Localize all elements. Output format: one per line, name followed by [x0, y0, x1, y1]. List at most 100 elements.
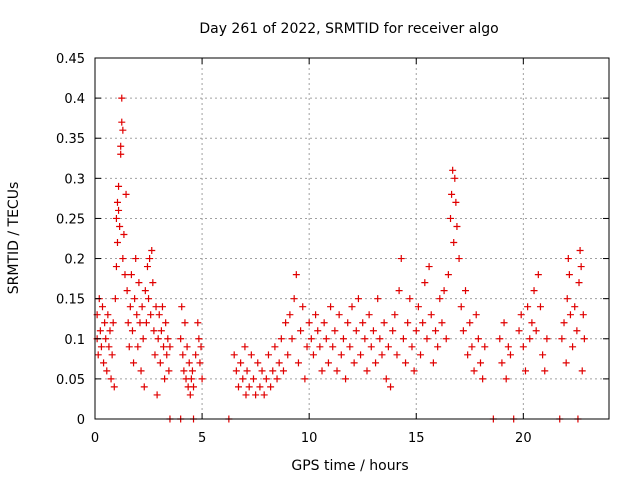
data-point: [245, 383, 253, 391]
data-point: [307, 335, 315, 343]
data-point: [165, 367, 173, 375]
data-point: [333, 367, 341, 375]
data-point: [539, 351, 547, 359]
data-point: [474, 335, 482, 343]
data-point: [164, 335, 172, 343]
data-point: [243, 367, 251, 375]
x-tick-label: 15: [408, 431, 425, 446]
data-point: [569, 343, 577, 351]
data-point: [94, 351, 102, 359]
data-point: [161, 375, 169, 383]
y-tick-label: 0.2: [64, 253, 85, 268]
data-point: [127, 271, 135, 279]
data-point: [344, 319, 352, 327]
data-point: [242, 391, 250, 399]
data-point: [100, 359, 108, 367]
data-point: [157, 327, 165, 335]
data-point: [462, 287, 470, 295]
data-point: [126, 303, 134, 311]
y-axis-title: SRMTID / TECUs: [6, 182, 22, 295]
data-point: [123, 287, 131, 295]
data-point: [183, 343, 191, 351]
data-point: [455, 255, 463, 263]
data-point: [429, 359, 437, 367]
data-point: [571, 303, 579, 311]
data-point: [339, 335, 347, 343]
data-point: [309, 351, 317, 359]
data-point: [247, 351, 255, 359]
data-point: [528, 319, 536, 327]
data-point: [260, 391, 268, 399]
data-point: [369, 327, 377, 335]
data-point: [532, 327, 540, 335]
data-point: [502, 375, 510, 383]
data-point: [133, 311, 141, 319]
data-point: [387, 383, 395, 391]
data-point: [267, 383, 275, 391]
data-point: [122, 190, 130, 198]
data-point: [329, 343, 337, 351]
data-point: [117, 150, 125, 158]
data-point: [346, 343, 354, 351]
data-point: [438, 319, 446, 327]
data-point: [534, 271, 542, 279]
data-point: [101, 319, 109, 327]
data-point: [496, 335, 504, 343]
data-point: [118, 94, 126, 102]
data-point: [578, 367, 586, 375]
data-point: [117, 142, 125, 150]
data-point: [98, 303, 106, 311]
data-point: [130, 359, 138, 367]
data-point: [141, 287, 149, 295]
data-point: [258, 367, 266, 375]
data-point: [397, 255, 405, 263]
data-point: [115, 182, 123, 190]
data-point: [119, 126, 127, 134]
data-point: [163, 351, 171, 359]
data-point: [374, 295, 382, 303]
data-point: [190, 383, 198, 391]
data-point: [380, 319, 388, 327]
data-point: [365, 311, 373, 319]
data-point: [140, 383, 148, 391]
data-point: [408, 343, 416, 351]
grid-lines: [95, 58, 609, 419]
data-point: [149, 279, 157, 287]
data-point: [477, 359, 484, 367]
y-tick-label: 0: [77, 413, 85, 428]
data-point: [269, 367, 277, 375]
data-point: [515, 327, 523, 335]
data-point: [384, 343, 392, 351]
y-tick-label: 0.45: [56, 52, 85, 67]
data-point: [417, 351, 425, 359]
data-point: [262, 375, 270, 383]
data-point: [194, 319, 202, 327]
data-point: [305, 319, 313, 327]
data-point: [155, 311, 163, 319]
data-point: [113, 198, 121, 206]
data-point: [195, 335, 203, 343]
data-point: [412, 327, 420, 335]
data-point: [137, 367, 145, 375]
data-point: [376, 335, 384, 343]
data-point: [256, 383, 264, 391]
x-tick-label: 20: [515, 431, 532, 446]
data-point: [152, 303, 160, 311]
data-point: [284, 351, 292, 359]
data-point: [110, 383, 118, 391]
y-tick-label: 0.35: [56, 132, 85, 147]
chart-title: Day 261 of 2022, SRMTID for receiver alg…: [199, 21, 498, 37]
y-tick-label: 0.15: [56, 293, 85, 308]
data-point: [504, 343, 512, 351]
data-point: [481, 343, 489, 351]
data-point: [160, 343, 168, 351]
data-point: [197, 343, 205, 351]
data-point: [106, 327, 114, 335]
data-point: [316, 343, 324, 351]
data-points: [93, 94, 588, 423]
data-point: [282, 319, 290, 327]
data-point: [153, 391, 161, 399]
data-point: [335, 311, 343, 319]
data-point: [286, 311, 294, 319]
data-point: [560, 319, 568, 327]
